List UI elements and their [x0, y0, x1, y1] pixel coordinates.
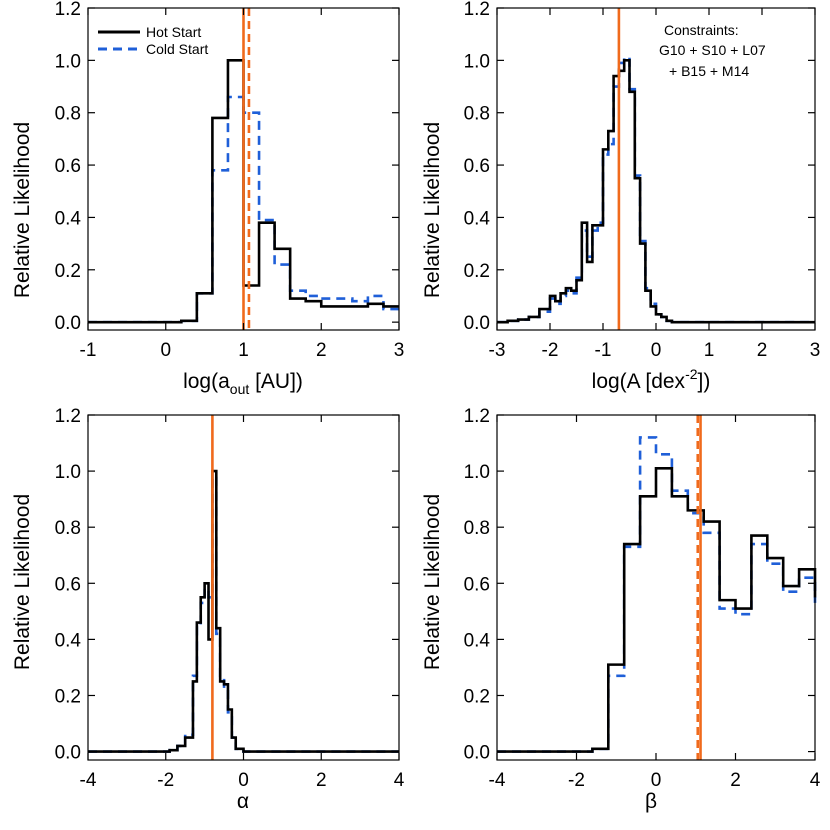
plot-area: -1 0 1 2 3 0.0 0.2 0.4 0.6 0.8 1.0 1.2 [55, 0, 405, 361]
cold-start-series [88, 475, 399, 753]
x-tick-label: -4 [80, 770, 97, 791]
y-tick-label: 1.2 [55, 406, 81, 427]
y-tick-label: 1.0 [55, 51, 81, 72]
y-tick-label: 0.8 [55, 104, 81, 125]
x-tick-label: -3 [489, 340, 506, 361]
y-axis-label: Relative Likelihood [11, 122, 34, 298]
y-tick-label: 0.6 [464, 156, 490, 177]
y-tick-label: 0.8 [464, 518, 490, 539]
y-axis-label: Relative Likelihood [421, 122, 444, 298]
x-tick-label: 2 [757, 340, 768, 361]
x-tick-label: 1 [238, 340, 249, 361]
y-tick-label: 1.2 [464, 0, 490, 20]
y-tick-label: 1.2 [55, 0, 81, 20]
plot-frame [496, 414, 816, 761]
hot-start-series [88, 469, 399, 753]
y-tick-label: 0.4 [55, 208, 82, 229]
constraints-annotation: Constraints: G10 + S10 + L07 + B15 + M14 [659, 22, 766, 79]
x-tick-label: -2 [157, 770, 174, 791]
x-axis-label: β [645, 790, 657, 813]
x-tick-label: -4 [489, 770, 506, 791]
x-tick-label: 0 [651, 770, 662, 791]
y-tick-label: 0.0 [55, 743, 81, 764]
panel-semimajor-axis: -1 0 1 2 3 0.0 0.2 0.4 0.6 0.8 1.0 1.2 Relative Lik… [11, 0, 404, 397]
x-tick-label: 0 [160, 340, 171, 361]
x-tick-label: 2 [730, 770, 741, 791]
annotation-line: Constraints: [664, 22, 739, 38]
legend-cold-label: Cold Start [146, 41, 208, 57]
y-tick-label: 0.8 [464, 104, 490, 125]
x-tick-label: -2 [568, 770, 585, 791]
y-tick-label: 0.2 [55, 261, 81, 282]
plot-area: -4 -2 0 2 4 0.0 0.2 0.4 0.6 0.8 1.0 1.2 [464, 406, 821, 791]
cold-start-series [497, 436, 817, 753]
plot-area: -4 -2 0 2 4 0.0 0.2 0.4 0.6 0.8 1.0 1.2 [55, 406, 405, 791]
annotation-line: + B15 + M14 [669, 63, 749, 79]
x-tick-label: 2 [316, 770, 327, 791]
legend-hot-label: Hot Start [146, 24, 201, 40]
y-tick-label: 0.6 [55, 574, 81, 595]
x-tick-label: 3 [810, 340, 821, 361]
y-tick-label: 1.0 [464, 51, 490, 72]
x-tick-label: 3 [394, 340, 405, 361]
plot-area: -3 -2 -1 0 1 2 3 0.0 0.2 0.4 0.6 0.8 1.0 1.2 [464, 0, 821, 361]
y-tick-label: 0.2 [55, 686, 81, 707]
annotation-line: G10 + S10 + L07 [659, 42, 766, 58]
y-tick-label: 1.0 [464, 462, 490, 483]
y-tick-label: 1.0 [55, 462, 81, 483]
y-tick-label: 0.4 [464, 630, 491, 651]
legend: Hot Start Cold Start [98, 24, 208, 57]
hot-start-series [88, 59, 399, 324]
panel-beta: -4 -2 0 2 4 0.0 0.2 0.4 0.6 0.8 1.0 1.2 Relative Li… [421, 406, 821, 813]
x-axis-label: α [237, 790, 249, 813]
x-tick-label: 1 [704, 340, 715, 361]
plot-frame [496, 7, 816, 331]
x-tick-label: 4 [810, 770, 821, 791]
panel-amplitude: -3 -2 -1 0 1 2 3 0.0 0.2 0.4 0.6 0.8 1.0 1.2 Relative… [421, 0, 820, 393]
y-tick-label: 0.0 [464, 743, 490, 764]
y-tick-label: 0.4 [55, 630, 82, 651]
x-tick-label: 0 [651, 340, 662, 361]
y-tick-label: 0.0 [55, 313, 81, 334]
plot-frame [87, 414, 400, 761]
x-axis-label: log(aout [AU]) [183, 370, 303, 397]
panel-alpha: -4 -2 0 2 4 0.0 0.2 0.4 0.6 0.8 1.0 1.2 Relative Li… [11, 406, 405, 813]
x-axis-label: log(A [dex-2]) [592, 366, 711, 393]
y-axis-label: Relative Likelihood [11, 494, 34, 670]
y-tick-label: 0.2 [464, 261, 490, 282]
x-tick-label: -2 [542, 340, 559, 361]
y-tick-label: 0.8 [55, 518, 81, 539]
x-tick-label: 2 [316, 340, 327, 361]
x-tick-label: 0 [238, 770, 249, 791]
y-tick-label: 0.2 [464, 686, 490, 707]
y-tick-label: 0.4 [464, 208, 491, 229]
y-tick-label: 0.6 [55, 156, 81, 177]
y-tick-label: 1.2 [464, 406, 490, 427]
x-tick-label: -1 [595, 340, 612, 361]
x-tick-label: 4 [394, 770, 405, 791]
cold-start-series [88, 95, 399, 324]
hot-start-series [497, 466, 817, 753]
cold-start-series [497, 56, 815, 324]
x-tick-label: -1 [80, 340, 97, 361]
y-axis-label: Relative Likelihood [421, 494, 444, 670]
y-tick-label: 0.6 [464, 574, 490, 595]
y-tick-label: 0.0 [464, 313, 490, 334]
hot-start-series [497, 59, 815, 324]
